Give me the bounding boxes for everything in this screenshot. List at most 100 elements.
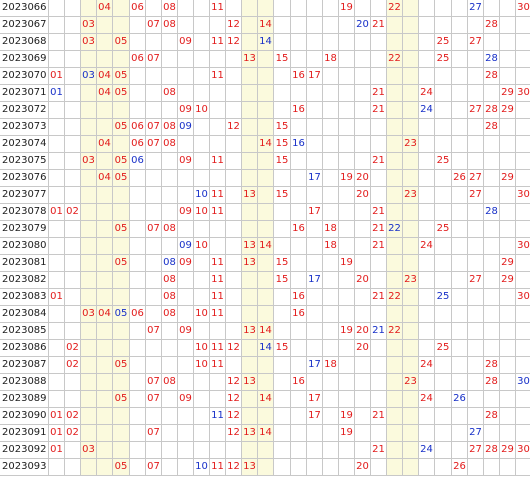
- empty-cell: [258, 289, 274, 306]
- empty-cell: [435, 187, 452, 204]
- empty-cell: [226, 255, 242, 272]
- empty-cell: [323, 391, 339, 408]
- number-cell: 21: [371, 221, 387, 238]
- empty-cell: [242, 442, 258, 459]
- number-cell: 02: [65, 425, 81, 442]
- number-cell: 19: [339, 323, 355, 340]
- number-cell: 03: [81, 306, 97, 323]
- empty-cell: [291, 238, 307, 255]
- number-cell: 28: [484, 17, 500, 34]
- empty-cell: [210, 221, 226, 238]
- empty-cell: [387, 136, 403, 153]
- empty-cell: [49, 0, 65, 17]
- empty-cell: [178, 357, 194, 374]
- empty-cell: [49, 119, 65, 136]
- number-cell: 28: [484, 408, 500, 425]
- empty-cell: [81, 187, 97, 204]
- number-cell: 21: [371, 442, 387, 459]
- number-cell: 18: [323, 51, 339, 68]
- empty-cell: [452, 272, 468, 289]
- number-cell: 20: [355, 170, 371, 187]
- empty-cell: [81, 323, 97, 340]
- number-cell: 01: [49, 408, 65, 425]
- empty-cell: [452, 238, 468, 255]
- number-cell: 17: [307, 68, 323, 85]
- empty-cell: [500, 68, 516, 85]
- empty-cell: [387, 306, 403, 323]
- number-cell: 30: [516, 289, 530, 306]
- empty-cell: [307, 85, 323, 102]
- empty-cell: [178, 289, 194, 306]
- empty-cell: [65, 85, 81, 102]
- number-cell: 11: [210, 408, 226, 425]
- empty-cell: [274, 323, 291, 340]
- empty-cell: [65, 255, 81, 272]
- period-cell: 2023091: [0, 425, 49, 442]
- empty-cell: [130, 17, 146, 34]
- empty-cell: [452, 374, 468, 391]
- empty-cell: [516, 17, 530, 34]
- empty-cell: [194, 34, 210, 51]
- number-cell: 10: [194, 459, 210, 476]
- empty-cell: [500, 374, 516, 391]
- empty-cell: [113, 17, 130, 34]
- empty-cell: [258, 51, 274, 68]
- empty-cell: [65, 153, 81, 170]
- empty-cell: [49, 51, 65, 68]
- number-cell: 07: [146, 391, 162, 408]
- number-cell: 17: [307, 408, 323, 425]
- empty-cell: [435, 374, 452, 391]
- empty-cell: [468, 136, 484, 153]
- number-cell: 06: [130, 119, 146, 136]
- empty-cell: [307, 102, 323, 119]
- number-cell: 28: [484, 68, 500, 85]
- empty-cell: [435, 255, 452, 272]
- empty-cell: [65, 391, 81, 408]
- empty-cell: [81, 340, 97, 357]
- empty-cell: [355, 136, 371, 153]
- empty-cell: [226, 102, 242, 119]
- period-cell: 2023071: [0, 85, 49, 102]
- empty-cell: [113, 187, 130, 204]
- number-cell: 15: [274, 51, 291, 68]
- number-cell: 14: [258, 425, 274, 442]
- empty-cell: [435, 85, 452, 102]
- number-cell: 30: [516, 85, 530, 102]
- empty-cell: [81, 374, 97, 391]
- empty-cell: [371, 306, 387, 323]
- empty-cell: [516, 357, 530, 374]
- period-cell: 2023077: [0, 187, 49, 204]
- empty-cell: [258, 221, 274, 238]
- empty-cell: [307, 323, 323, 340]
- empty-cell: [130, 68, 146, 85]
- empty-cell: [258, 170, 274, 187]
- empty-cell: [500, 340, 516, 357]
- empty-cell: [371, 0, 387, 17]
- empty-cell: [355, 442, 371, 459]
- number-cell: 20: [355, 17, 371, 34]
- empty-cell: [65, 136, 81, 153]
- number-cell: 16: [291, 374, 307, 391]
- empty-cell: [226, 187, 242, 204]
- empty-cell: [435, 442, 452, 459]
- empty-cell: [130, 255, 146, 272]
- empty-cell: [339, 34, 355, 51]
- period-cell: 2023072: [0, 102, 49, 119]
- empty-cell: [339, 187, 355, 204]
- empty-cell: [339, 136, 355, 153]
- empty-cell: [274, 374, 291, 391]
- empty-cell: [371, 34, 387, 51]
- empty-cell: [274, 0, 291, 17]
- period-cell: 2023087: [0, 357, 49, 374]
- empty-cell: [146, 170, 162, 187]
- empty-cell: [210, 442, 226, 459]
- number-cell: 19: [339, 408, 355, 425]
- number-cell: 27: [468, 102, 484, 119]
- empty-cell: [178, 425, 194, 442]
- number-cell: 15: [274, 187, 291, 204]
- empty-cell: [81, 391, 97, 408]
- empty-cell: [468, 85, 484, 102]
- empty-cell: [387, 85, 403, 102]
- number-cell: 05: [113, 119, 130, 136]
- empty-cell: [403, 442, 419, 459]
